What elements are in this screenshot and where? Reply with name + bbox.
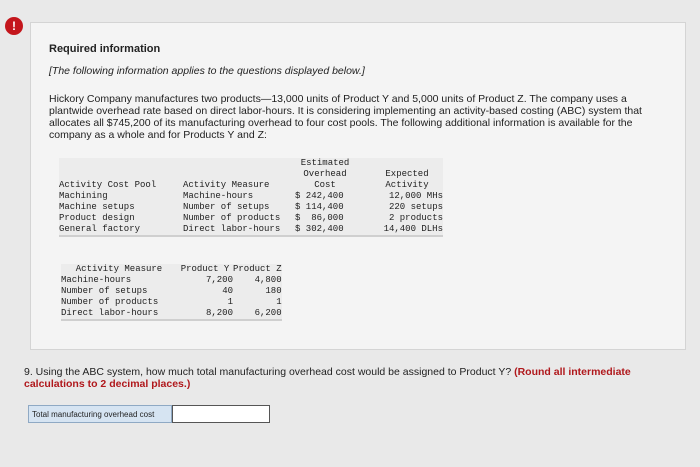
cell-activity: 14,400 DLHs [383, 224, 443, 234]
answer-row: Total manufacturing overhead cost [28, 405, 270, 423]
column-header-activity-measure: Activity Measure [183, 180, 270, 190]
cell-cost: $ 86,000 [295, 213, 344, 223]
answer-label: Total manufacturing overhead cost [28, 405, 172, 423]
table-row: Direct labor-hours 8,200 6,200 [61, 308, 282, 320]
column-header-estimated-overhead-cost: Estimated Overhead Cost [295, 158, 355, 191]
cell-product-z: 180 [265, 286, 282, 296]
cell-activity: 220 setups [388, 202, 443, 212]
cell-product-z: 6,200 [254, 308, 282, 318]
table-header-row: Activity Measure Product Y Product Z [61, 264, 282, 275]
header-line: Overhead [303, 169, 347, 179]
column-header-product-y: Product Y [180, 264, 230, 274]
cell-product-z: 1 [276, 297, 282, 307]
rounding-hint: (Round all intermediate calculations to … [24, 366, 631, 390]
table-row: Machine-hours 7,200 4,800 [61, 275, 282, 286]
cell-product-y: 8,200 [205, 308, 233, 318]
cell-measure: Number of setups [183, 202, 270, 212]
total-overhead-cost-input[interactable] [172, 405, 270, 423]
question-prompt: 9. Using the ABC system, how much total … [24, 366, 512, 378]
table-row: Product design Number of products $ 86,0… [59, 213, 443, 224]
cell-measure: Number of setups [61, 286, 148, 296]
cell-cost: $ 302,400 [295, 224, 344, 234]
cell-cost: $ 114,400 [295, 202, 344, 212]
table-row: Machining Machine-hours $ 242,400 12,000… [59, 191, 443, 202]
header-line: Activity [385, 180, 429, 190]
cell-pool: Machine setups [59, 202, 135, 212]
cell-product-z: 4,800 [254, 275, 282, 285]
cell-product-y: 7,200 [205, 275, 233, 285]
table-row: Machine setups Number of setups $ 114,40… [59, 202, 443, 213]
cell-measure: Machine-hours [183, 191, 254, 201]
column-header-activity-measure: Activity Measure [75, 264, 163, 274]
table-header-row: Activity Cost Pool Activity Measure Esti… [59, 158, 443, 191]
table-row: General factory Direct labor-hours $ 302… [59, 224, 443, 236]
cell-product-y: 1 [227, 297, 233, 307]
cell-measure: Direct labor-hours [61, 308, 159, 318]
cell-measure: Number of products [183, 213, 281, 223]
cell-product-y: 40 [222, 286, 233, 296]
alert-icon: ! [5, 17, 23, 35]
column-header-expected-activity: Expected Activity [355, 158, 443, 191]
cell-pool: General factory [59, 224, 141, 234]
cell-activity: 2 products [388, 213, 443, 223]
column-header-product-z: Product Z [233, 264, 282, 274]
table-row: Number of products 1 1 [61, 297, 282, 308]
product-activity-table: Activity Measure Product Y Product Z Mac… [61, 264, 282, 321]
cell-measure: Machine-hours [61, 275, 132, 285]
problem-intro-text: Hickory Company manufactures two product… [49, 93, 642, 141]
required-information-note: [The following information applies to th… [49, 65, 365, 77]
cell-pool: Machining [59, 191, 108, 201]
column-header-activity-cost-pool: Activity Cost Pool [59, 180, 157, 190]
cell-measure: Number of products [61, 297, 159, 307]
required-information-panel: Required information [The following info… [30, 22, 686, 350]
cell-activity: 12,000 MHs [388, 191, 443, 201]
cell-cost: $ 242,400 [295, 191, 344, 201]
header-line: Expected [385, 169, 429, 179]
cell-pool: Product design [59, 213, 135, 223]
required-information-title: Required information [49, 43, 161, 55]
question-text: 9. Using the ABC system, how much total … [24, 366, 674, 390]
header-line: Cost [314, 180, 336, 190]
table-row: Number of setups 40 180 [61, 286, 282, 297]
cell-measure: Direct labor-hours [183, 224, 281, 234]
header-line: Estimated [300, 158, 350, 168]
activity-cost-pool-table: Activity Cost Pool Activity Measure Esti… [59, 158, 443, 237]
